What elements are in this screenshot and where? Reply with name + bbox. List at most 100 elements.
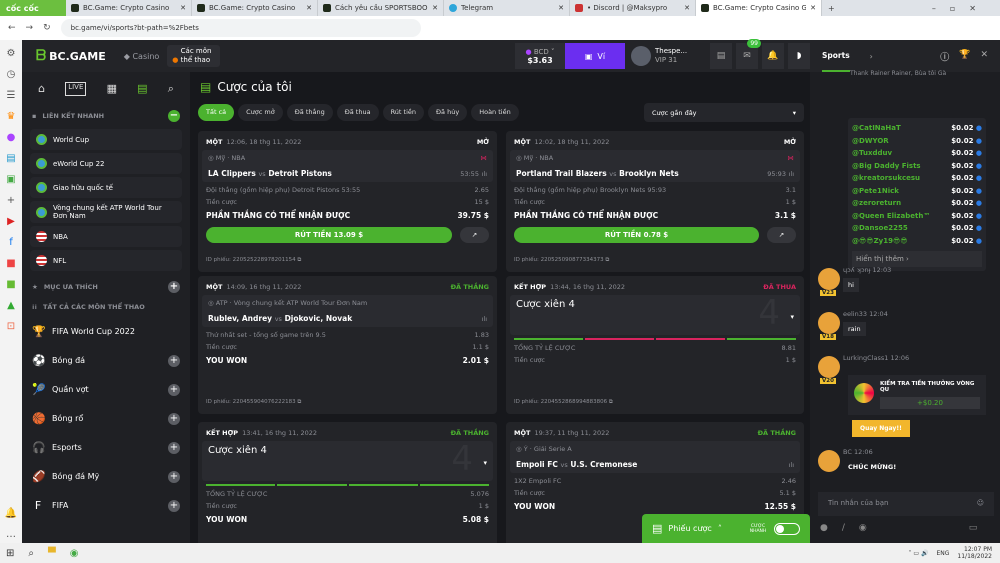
browser-tab-active[interactable]: BC.Game: Crypto Casino Gam✕	[696, 0, 822, 16]
filter-chip[interactable]: Đã hủy	[428, 104, 468, 121]
filter-chip[interactable]: Đã thua	[336, 104, 379, 121]
sort-dropdown[interactable]: Cược gần đây ▾	[644, 103, 804, 122]
window-controls[interactable]: –▫✕	[931, 3, 990, 13]
clock[interactable]: 12:07 PM 11/18/2022	[957, 546, 992, 560]
quick-link[interactable]: eWorld Cup 22	[30, 153, 182, 174]
add-favorite-button[interactable]: +	[168, 281, 180, 293]
coccoc-icon[interactable]: ◉	[69, 547, 79, 559]
combo-expander[interactable]: Cược xiên 4 4 ▾	[202, 439, 493, 481]
more-icon[interactable]: …	[6, 529, 16, 540]
cashout-button[interactable]: RÚT TIỀN 0.78 $	[514, 227, 759, 243]
reload-icon[interactable]: ↻	[43, 23, 51, 33]
shop-icon[interactable]: ■	[6, 258, 16, 269]
chart-icon[interactable]: ▤	[6, 153, 16, 164]
add-favorite-button[interactable]: +	[168, 383, 180, 396]
add-favorite-button[interactable]: +	[168, 412, 180, 425]
url-input[interactable]: bc.game/vi/sports?bt-path=%2Fbets	[60, 19, 421, 37]
facebook-icon[interactable]: f	[9, 237, 13, 248]
cart-icon[interactable]: ⊡	[6, 321, 16, 332]
app-icon[interactable]: ■	[6, 279, 16, 290]
event-box[interactable]: ◎ Mỹ · NBA ⋈ Portland Trail Blazers vs Bro…	[510, 150, 800, 182]
show-more-button[interactable]: Hiển thị thêm ›	[852, 251, 982, 267]
chat-toggle-icon[interactable]: ◗	[788, 43, 810, 69]
browser-tab[interactable]: Cách yêu cầu SPORTSBOOK ✕	[318, 0, 444, 16]
copy-icon[interactable]: ⧉	[297, 399, 302, 405]
sport-item[interactable]: 🎾 Quần vợt +	[32, 383, 180, 396]
youtube-icon[interactable]: ▶	[7, 216, 15, 227]
browser-tab[interactable]: BC.Game: Crypto Casino ✕	[66, 0, 192, 16]
gif-icon[interactable]: ▭	[968, 523, 978, 533]
event-box[interactable]: ◎ ATP · Vòng chung kết ATP World Tour Đơ…	[202, 295, 493, 327]
tray-icons[interactable]: ˄ ▭ 🔊	[908, 549, 929, 557]
slash-icon[interactable]: /	[841, 523, 845, 533]
sport-item[interactable]: 🏀 Bóng rổ +	[32, 412, 180, 425]
add-favorite-button[interactable]: +	[168, 441, 180, 454]
bell-icon[interactable]: 🔔	[762, 43, 784, 69]
avatar[interactable]	[818, 450, 840, 472]
info-icon[interactable]: ⓘ	[940, 52, 950, 63]
copy-icon[interactable]: ⧉	[605, 257, 610, 263]
filter-chip[interactable]: Rút tiền	[382, 104, 425, 121]
close-icon[interactable]: ✕	[980, 49, 988, 60]
browser-tab[interactable]: Telegram ✕	[444, 0, 570, 16]
share-button[interactable]: ↗	[460, 227, 489, 243]
add-favorite-button[interactable]: +	[168, 499, 180, 512]
copy-icon[interactable]: ⧉	[608, 399, 613, 405]
balance-selector[interactable]: ● BCD ˅ $3.63	[515, 43, 565, 69]
casino-link[interactable]: ◆ Casino	[123, 51, 160, 61]
forward-icon[interactable]: →	[25, 23, 34, 33]
new-tab-button[interactable]: +	[828, 3, 835, 13]
avatar[interactable]	[818, 356, 840, 378]
back-icon[interactable]: ←	[8, 23, 16, 33]
chat-tab-sports[interactable]: Sports	[822, 41, 850, 72]
menu-icon[interactable]: ▤	[710, 43, 732, 69]
add-favorite-button[interactable]: +	[168, 470, 180, 483]
language-indicator[interactable]: ENG	[936, 549, 950, 557]
betslip-bar[interactable]: ▤ Phiếu cược ˄ CƯỢC NHANH	[642, 514, 810, 543]
combo-expander[interactable]: Cược xiên 4 4 ▾	[510, 293, 800, 335]
quick-link[interactable]: Vòng chung kết ATP World Tour Đơn Nam	[30, 201, 182, 223]
filter-chip[interactable]: Hoàn tiền	[471, 104, 519, 121]
browser-logo[interactable]: cốc cốc	[0, 0, 66, 16]
wallet-button[interactable]: ▣ Ví	[565, 43, 625, 69]
sport-item[interactable]: ⚽ Bóng đá +	[32, 354, 180, 367]
history-icon[interactable]: ◷	[6, 69, 16, 80]
crown-icon[interactable]: ♛	[6, 111, 16, 122]
browser-tab[interactable]: BC.Game: Crypto Casino ✕	[192, 0, 318, 16]
avatar[interactable]	[818, 268, 840, 290]
live-icon[interactable]: LIVE	[65, 82, 87, 96]
coin-icon[interactable]: ●	[820, 523, 828, 533]
quick-bet-toggle[interactable]	[774, 522, 800, 535]
quick-link[interactable]: World Cup	[30, 129, 182, 150]
hat-icon[interactable]: ▲	[7, 300, 15, 311]
calendar-icon[interactable]: ▦	[106, 82, 117, 95]
windows-start-icon[interactable]: ⊞	[6, 547, 15, 559]
emoji-icon[interactable]: ☺	[976, 499, 984, 507]
quick-link[interactable]: NBA	[30, 226, 182, 247]
my-bets-icon[interactable]: ▤	[137, 82, 148, 95]
sport-item[interactable]: F FIFA +	[22, 491, 190, 520]
spin-now-button[interactable]: Quay Ngay!!	[852, 420, 910, 437]
event-box[interactable]: ◎ Mỹ · NBA ⋈ LA Clippers vs Detroit Piston…	[202, 150, 493, 182]
chat-input[interactable]: Tin nhắn của bạn ☺	[818, 492, 994, 516]
cashout-button[interactable]: RÚT TIỀN 13.09 $	[206, 227, 452, 243]
filter-chip[interactable]: Cược mở	[238, 104, 283, 121]
settings-icon[interactable]: ⚙	[6, 48, 16, 59]
trophy-icon[interactable]: 🏆	[959, 49, 971, 60]
event-box[interactable]: ◎ Ý · Giải Serie A Empoli FC vs U.S. Crem…	[510, 441, 800, 473]
user-profile[interactable]: Thespe... VIP 31	[631, 46, 706, 66]
filter-chip[interactable]: Đã thắng	[286, 104, 333, 121]
search-icon[interactable]: ⌕	[28, 547, 34, 559]
sport-item[interactable]: 🎧 Esports +	[32, 441, 180, 454]
quick-link[interactable]: NFL	[30, 250, 182, 271]
game-icon[interactable]: ▣	[6, 174, 16, 185]
bell-icon[interactable]: 🔔	[4, 508, 18, 519]
avatar[interactable]	[818, 312, 840, 334]
add-icon[interactable]: +	[6, 195, 16, 206]
browser-tab[interactable]: • Discord | @Maksypro ✕	[570, 0, 696, 16]
sports-link[interactable]: ● Các môn thể thao	[167, 45, 220, 67]
list-icon[interactable]: ☰	[6, 90, 16, 101]
mail-icon[interactable]: ✉ 99	[736, 39, 761, 69]
file-explorer-icon[interactable]: ▀	[48, 547, 56, 559]
copy-icon[interactable]: ⧉	[297, 257, 302, 263]
